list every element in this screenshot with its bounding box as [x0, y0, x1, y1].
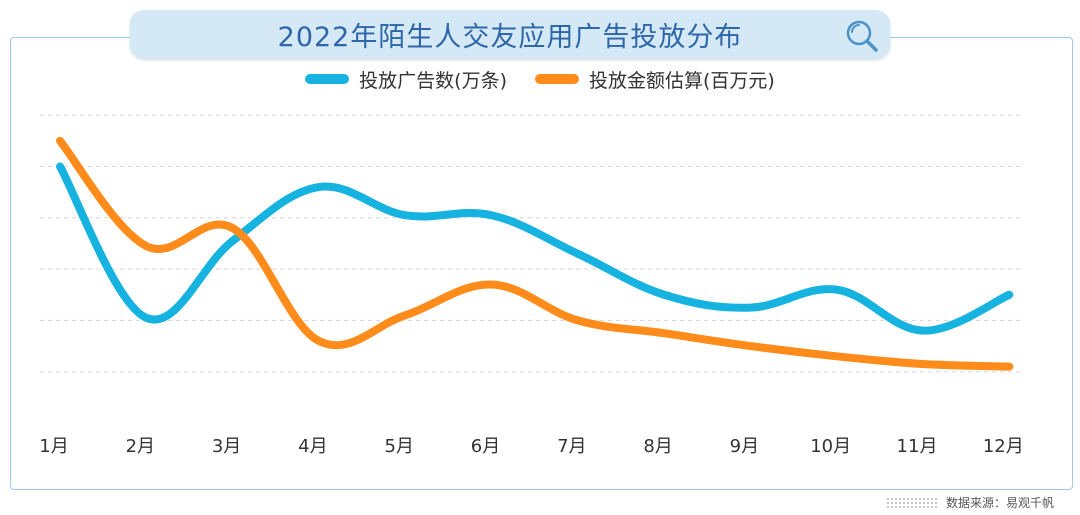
legend-swatch-ad-spend	[535, 74, 579, 84]
x-tick-label: 11月	[897, 436, 938, 457]
series-2-point	[57, 137, 63, 144]
series-line-2	[56, 136, 1014, 371]
x-tick-label: 4月	[298, 436, 327, 457]
legend-item-ad-count: 投放广告数(万条)	[305, 66, 507, 93]
x-tick-label: 6月	[471, 436, 500, 457]
series-2-point	[661, 330, 668, 337]
series-line-1	[56, 162, 1014, 335]
series-1-point	[488, 212, 495, 219]
series-1-point	[1006, 291, 1013, 298]
series-1-point	[661, 291, 668, 298]
x-tick-label: 3月	[212, 436, 241, 457]
series-1-point	[229, 237, 236, 244]
series-1-point	[143, 314, 150, 321]
search-icon	[846, 20, 878, 52]
chart-title: 2022年陌生人交友应用广告投放分布	[277, 21, 743, 53]
legend-item-ad-spend: 投放金额估算(百万元)	[535, 66, 775, 93]
series-1-point	[574, 250, 581, 257]
x-tick-label: 1月	[39, 436, 68, 457]
series-2-point	[747, 343, 754, 350]
title-banner: 2022年陌生人交友应用广告投放分布	[130, 10, 890, 58]
series-1-point	[747, 304, 754, 311]
series-2-point	[315, 337, 322, 344]
legend-label-ad-spend: 投放金额估算(百万元)	[589, 69, 775, 92]
chart-legend: 投放广告数(万条) 投放金额估算(百万元)	[0, 64, 1080, 94]
series-1-point	[402, 212, 409, 219]
x-tick-label: 2月	[126, 436, 155, 457]
series-2-point	[920, 361, 926, 368]
series-1-point	[315, 184, 322, 191]
x-tick-label: 9月	[730, 436, 759, 457]
source-label: 数据来源：易观千帆	[945, 496, 1054, 510]
x-tick-label: 5月	[384, 436, 413, 457]
series-2-point	[402, 312, 409, 319]
series-2-point	[229, 225, 236, 232]
legend-swatch-ad-count	[305, 74, 350, 84]
watermark-dots	[885, 496, 938, 509]
series-2-point	[574, 317, 581, 324]
x-tick-label: 12月	[983, 436, 1024, 457]
series-2-point	[1006, 363, 1013, 370]
series-2-point	[833, 353, 840, 360]
x-tick-label: 10月	[810, 436, 851, 457]
legend-label-ad-count: 投放广告数(万条)	[359, 69, 507, 92]
series-1-point	[920, 327, 926, 334]
x-tick-label: 7月	[557, 436, 586, 457]
series-2-point	[488, 281, 495, 288]
series-1-point	[57, 163, 63, 170]
x-tick-label: 8月	[643, 436, 672, 457]
series-2-point	[143, 243, 150, 250]
source-watermark: 数据来源：易观千帆	[885, 494, 1054, 511]
series-1-point	[833, 286, 840, 293]
